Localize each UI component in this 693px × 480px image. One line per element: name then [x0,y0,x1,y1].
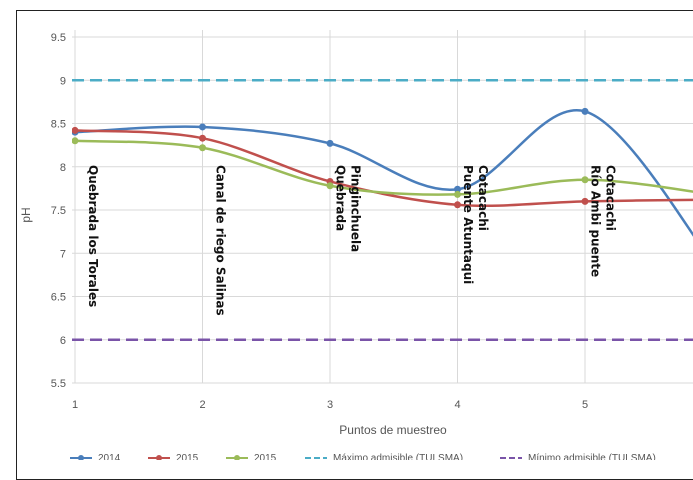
y-tick-label: 8 [60,162,66,174]
data-point [72,137,79,145]
ph-line-chart: Quebrada los Torales Canal de riego Salin… [19,30,693,460]
y-tick-label: 6 [60,335,66,347]
y-axis-title: pH [19,207,33,222]
y-tick-label: 9.5 [51,32,66,44]
series-line [74,129,693,208]
x-tick-label: 2 [199,399,205,411]
x-tick-label: 5 [582,399,588,411]
sampling-site-label: Quebrada [334,165,348,231]
data-point [326,139,334,147]
data-point [72,126,79,134]
y-tick-label: 7.5 [51,205,66,217]
series-line [74,139,693,196]
legend-label: 2014 [98,453,121,460]
data-point [199,144,206,152]
x-tick-label: 3 [327,399,333,411]
data-point [454,201,461,209]
data-point [199,123,206,131]
legend-marker [78,455,84,460]
sampling-site-label: Puente Atuntaqui [461,165,475,284]
y-tick-label: 8.5 [51,119,66,131]
series-line [74,108,693,237]
sampling-site-label: Cotacachi [604,165,618,231]
legend-label: 2015 [176,453,199,460]
data-point [581,107,589,115]
data-point [199,134,206,142]
data-point [326,182,334,190]
legend-marker [156,455,162,460]
y-tick-label: 6.5 [51,292,66,304]
data-point [454,185,461,193]
data-point [581,176,589,184]
legend-label: Mínimo admisible (TULSMA) [528,453,656,460]
data-point [454,190,461,198]
sampling-site-label: Cotacachi [476,165,490,231]
sampling-site-label: Río Ambi puente [589,165,603,277]
legend-label: 2015 [254,453,277,460]
chart-frame [16,10,693,480]
sampling-site-label: Quebrada los Torales [86,165,100,307]
x-tick-label: 1 [72,399,78,411]
x-axis-title: Puntos de muestreo [339,423,447,437]
sampling-site-label: Canal de riego Salinas [214,165,228,316]
legend-marker [234,455,240,460]
y-tick-label: 9 [60,75,66,87]
y-tick-label: 5.5 [51,378,66,390]
legend-label: Máximo admisible (TULSMA) [333,453,463,460]
y-tick-label: 7 [60,248,66,260]
data-point [581,197,589,205]
x-tick-label: 4 [454,399,460,411]
sampling-site-label: Pinginchuela [349,165,363,252]
